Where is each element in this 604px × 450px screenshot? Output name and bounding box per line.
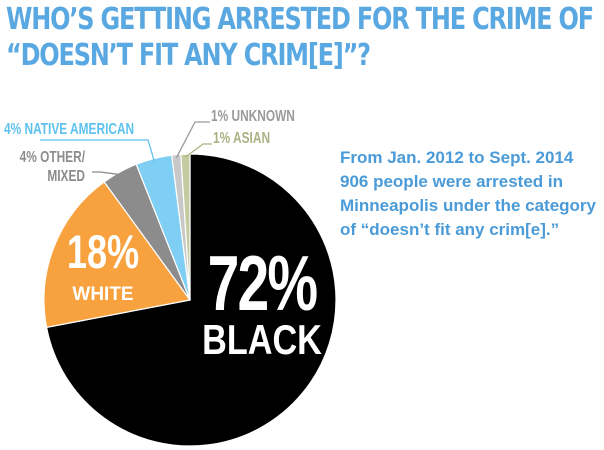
slice-label-black-pct: 72%	[208, 241, 317, 328]
slice-label-asian: 1% ASIAN	[213, 130, 270, 147]
note-line-3: Minneapolis under the category	[340, 196, 596, 215]
summary-note: From Jan. 2012 to Sept. 2014 906 people …	[340, 146, 598, 242]
leader-line-asian	[185, 143, 212, 158]
slice-label-black-name: BLACK	[202, 318, 322, 364]
slice-label-native-american: 4% NATIVE AMERICAN	[4, 121, 134, 138]
note-line-2: 906 people were arrested in	[340, 172, 563, 191]
leader-line-unknown	[175, 121, 210, 158]
slice-label-white-pct: 18%	[67, 225, 139, 278]
note-line-4: of “doesn’t fit any crim[e].”	[340, 220, 560, 239]
slice-label-white-name: WHITE	[72, 284, 133, 305]
pie-slice-black	[45, 153, 337, 447]
leader-line-native-american	[40, 139, 156, 162]
note-line-1: From Jan. 2012 to Sept. 2014	[340, 148, 574, 167]
slice-label-other-mixed-line-2: MIXED	[47, 168, 85, 185]
leader-line-other-mixed	[92, 171, 122, 176]
slice-label-unknown: 1% UNKNOWN	[211, 108, 295, 125]
pie-slice-white	[43, 181, 192, 329]
title-line-2: “DOESN’T FIT ANY CRIM[E]”?	[6, 38, 371, 73]
slice-label-other-mixed-line-1: 4% OTHER/	[20, 149, 86, 166]
